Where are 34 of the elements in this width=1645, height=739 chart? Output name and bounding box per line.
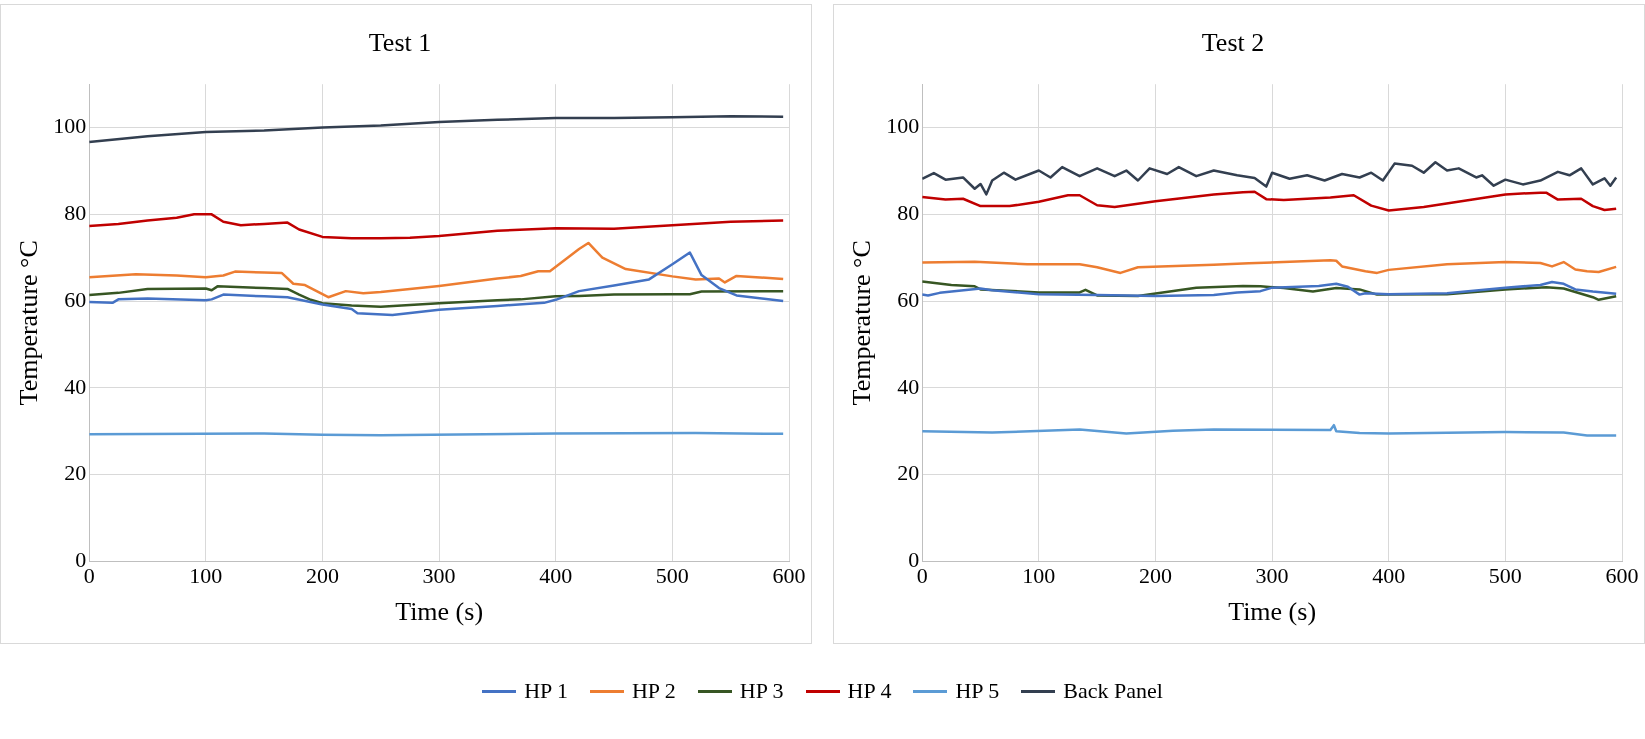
y-tick-label: 80 [897, 200, 920, 226]
x-tick-label: 600 [1605, 563, 1639, 589]
chart-title: Test 1 [368, 28, 432, 58]
y-tick-label: 80 [64, 200, 87, 226]
legend-label: Back Panel [1063, 678, 1163, 704]
y-tick-label: 20 [64, 460, 87, 486]
legend-label: HP 2 [631, 678, 676, 704]
x-tick-label: 200 [1138, 563, 1172, 589]
y-tick-label: 40 [64, 373, 87, 399]
legend-label: HP 3 [739, 678, 784, 704]
x-axis-title: Time (s) [395, 597, 484, 627]
legend-label: HP 1 [524, 678, 568, 704]
x-tick-label: 300 [1255, 563, 1289, 589]
x-tick-label: 100 [1022, 563, 1056, 589]
x-tick-label: 500 [655, 563, 689, 589]
y-tick-label: 20 [897, 460, 920, 486]
x-tick-label: 400 [1372, 563, 1406, 589]
y-axis-title: Temperature °C [847, 240, 877, 406]
y-tick-label: 100 [53, 113, 87, 139]
x-tick-label: 400 [539, 563, 573, 589]
legend-label: HP 4 [847, 678, 892, 704]
legend-label: HP 5 [955, 678, 1000, 704]
y-tick-label: 100 [886, 113, 920, 139]
y-tick-label: 60 [64, 286, 87, 312]
y-tick-label: 60 [897, 286, 920, 312]
chart-title: Test 2 [1201, 28, 1265, 58]
y-tick-label: 40 [897, 373, 920, 399]
x-tick-label: 100 [189, 563, 223, 589]
y-axis-title: Temperature °C [14, 240, 44, 406]
x-tick-label: 300 [422, 563, 456, 589]
x-tick-label: 600 [772, 563, 806, 589]
x-axis-title: Time (s) [1228, 597, 1317, 627]
x-tick-label: 200 [305, 563, 339, 589]
x-tick-label: 500 [1488, 563, 1522, 589]
